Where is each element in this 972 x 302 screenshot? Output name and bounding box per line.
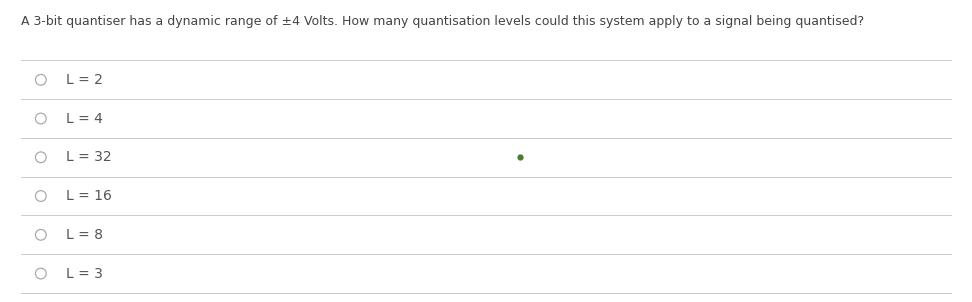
Point bbox=[33, 271, 49, 276]
Text: L = 32: L = 32 bbox=[66, 150, 112, 164]
Text: L = 16: L = 16 bbox=[66, 189, 112, 203]
Text: L = 2: L = 2 bbox=[66, 73, 103, 87]
Text: A 3-bit quantiser has a dynamic range of ±4 Volts. How many quantisation levels : A 3-bit quantiser has a dynamic range of… bbox=[21, 15, 864, 28]
Point bbox=[33, 77, 49, 82]
Text: L = 8: L = 8 bbox=[66, 228, 103, 242]
Text: L = 4: L = 4 bbox=[66, 111, 103, 126]
Point bbox=[33, 155, 49, 160]
Point bbox=[33, 116, 49, 121]
Text: L = 3: L = 3 bbox=[66, 267, 103, 281]
Point bbox=[33, 194, 49, 198]
Point bbox=[33, 233, 49, 237]
